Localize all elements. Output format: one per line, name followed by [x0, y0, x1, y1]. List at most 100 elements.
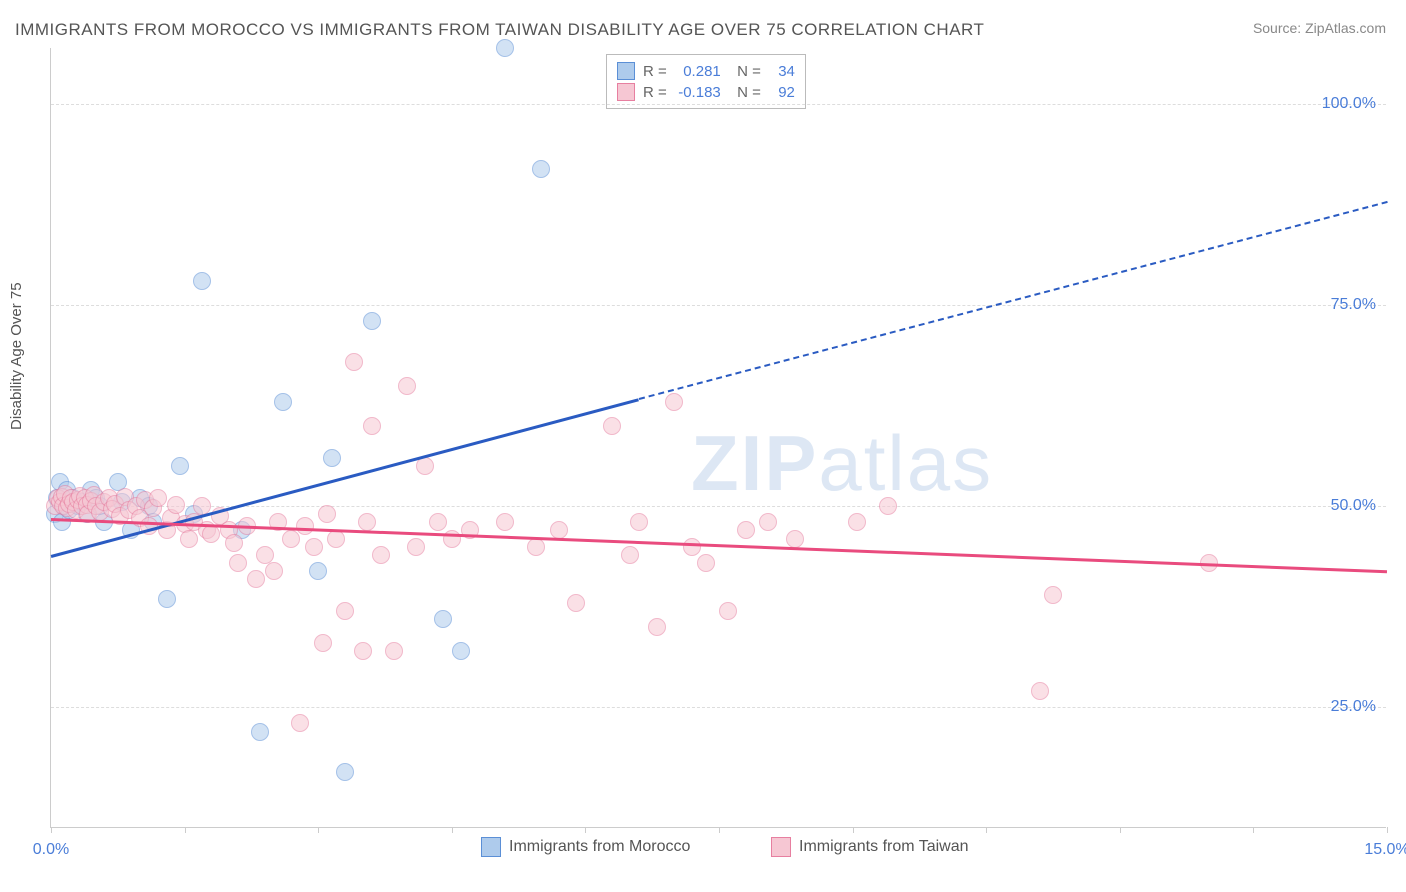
stats-row-morocco: R =0.281 N =34 — [617, 62, 795, 80]
chart-title: IMMIGRANTS FROM MOROCCO VS IMMIGRANTS FR… — [15, 20, 984, 40]
scatter-point-taiwan — [345, 353, 363, 371]
scatter-point-taiwan — [225, 534, 243, 552]
scatter-point-taiwan — [180, 530, 198, 548]
legend-item-taiwan: Immigrants from Taiwan — [771, 837, 969, 857]
stats-row-taiwan: R = -0.183 N = 92 — [617, 83, 795, 101]
scatter-point-morocco — [309, 562, 327, 580]
stat-r-value: -0.183 — [675, 84, 721, 101]
source-label: Source: ZipAtlas.com — [1253, 20, 1386, 36]
scatter-point-morocco — [323, 449, 341, 467]
scatter-point-taiwan — [202, 525, 220, 543]
scatter-point-taiwan — [1031, 682, 1049, 700]
scatter-point-taiwan — [697, 554, 715, 572]
scatter-point-taiwan — [443, 530, 461, 548]
scatter-point-taiwan — [683, 538, 701, 556]
scatter-point-taiwan — [527, 538, 545, 556]
watermark-light: atlas — [818, 419, 993, 507]
legend-swatch-icon — [481, 837, 501, 857]
stat-r-value: 0.281 — [675, 63, 721, 80]
scatter-point-taiwan — [737, 521, 755, 539]
x-tick-label-right: 15.0% — [1364, 841, 1406, 859]
scatter-point-taiwan — [648, 618, 666, 636]
legend-swatch-icon — [617, 83, 635, 101]
scatter-point-morocco — [434, 610, 452, 628]
scatter-point-taiwan — [229, 554, 247, 572]
scatter-point-taiwan — [305, 538, 323, 556]
scatter-point-taiwan — [291, 714, 309, 732]
gridline-horizontal — [51, 104, 1386, 105]
scatter-point-taiwan — [149, 489, 167, 507]
scatter-point-morocco — [496, 39, 514, 57]
scatter-point-taiwan — [759, 513, 777, 531]
scatter-point-taiwan — [567, 594, 585, 612]
scatter-point-taiwan — [603, 417, 621, 435]
x-tick — [185, 827, 186, 833]
scatter-point-morocco — [171, 457, 189, 475]
x-tick — [585, 827, 586, 833]
x-tick — [986, 827, 987, 833]
scatter-point-taiwan — [372, 546, 390, 564]
scatter-point-taiwan — [354, 642, 372, 660]
trend-line — [51, 518, 1387, 573]
legend-label: Immigrants from Taiwan — [799, 838, 969, 856]
scatter-point-taiwan — [358, 513, 376, 531]
scatter-point-taiwan — [879, 497, 897, 515]
x-tick — [1387, 827, 1388, 833]
stat-n-label: N = — [729, 84, 761, 101]
scatter-point-taiwan — [786, 530, 804, 548]
scatter-point-taiwan — [1044, 586, 1062, 604]
scatter-point-taiwan — [398, 377, 416, 395]
x-tick — [719, 827, 720, 833]
watermark-bold: ZIP — [691, 419, 818, 507]
scatter-point-taiwan — [621, 546, 639, 564]
scatter-point-taiwan — [318, 505, 336, 523]
stat-n-value: 34 — [769, 63, 795, 80]
scatter-point-taiwan — [336, 602, 354, 620]
legend-swatch-icon — [617, 62, 635, 80]
legend-item-morocco: Immigrants from Morocco — [481, 837, 690, 857]
y-axis-label: Disability Age Over 75 — [8, 282, 25, 430]
x-tick — [1120, 827, 1121, 833]
scatter-point-taiwan — [314, 634, 332, 652]
scatter-point-morocco — [274, 393, 292, 411]
stats-legend-box: R = 0.281 N = 34 R = -0.183 N = 92 — [606, 54, 806, 109]
x-tick — [452, 827, 453, 833]
scatter-point-taiwan — [167, 496, 185, 514]
trend-line-dashed — [639, 201, 1388, 400]
y-tick-label: 100.0% — [1322, 95, 1376, 113]
plot-area: ZIPatlas R = 0.281 N = 34 R = -0.183 N = 92 2… — [50, 48, 1386, 828]
legend-swatch-icon — [771, 837, 791, 857]
y-tick-label: 25.0% — [1331, 698, 1376, 716]
scatter-point-taiwan — [429, 513, 447, 531]
scatter-point-taiwan — [407, 538, 425, 556]
stat-r-label: R = — [643, 63, 667, 80]
gridline-horizontal — [51, 707, 1386, 708]
x-tick — [51, 827, 52, 833]
scatter-point-morocco — [193, 272, 211, 290]
gridline-horizontal — [51, 305, 1386, 306]
scatter-point-morocco — [452, 642, 470, 660]
scatter-point-taiwan — [327, 530, 345, 548]
scatter-point-taiwan — [719, 602, 737, 620]
gridline-horizontal — [51, 506, 1386, 507]
y-tick-label: 75.0% — [1331, 296, 1376, 314]
stat-n-value: 92 — [769, 84, 795, 101]
x-tick — [1253, 827, 1254, 833]
stat-r-label: R = — [643, 84, 667, 101]
scatter-point-taiwan — [848, 513, 866, 531]
x-tick — [318, 827, 319, 833]
x-tick-label-left: 0.0% — [33, 841, 69, 859]
scatter-point-morocco — [251, 723, 269, 741]
scatter-point-taiwan — [630, 513, 648, 531]
scatter-point-taiwan — [496, 513, 514, 531]
scatter-point-taiwan — [296, 517, 314, 535]
scatter-point-taiwan — [363, 417, 381, 435]
legend-label: Immigrants from Morocco — [509, 838, 690, 856]
y-tick-label: 50.0% — [1331, 497, 1376, 515]
scatter-point-morocco — [532, 160, 550, 178]
scatter-point-taiwan — [416, 457, 434, 475]
scatter-point-taiwan — [247, 570, 265, 588]
scatter-point-morocco — [158, 590, 176, 608]
chart-container: IMMIGRANTS FROM MOROCCO VS IMMIGRANTS FR… — [0, 0, 1406, 892]
scatter-point-morocco — [363, 312, 381, 330]
